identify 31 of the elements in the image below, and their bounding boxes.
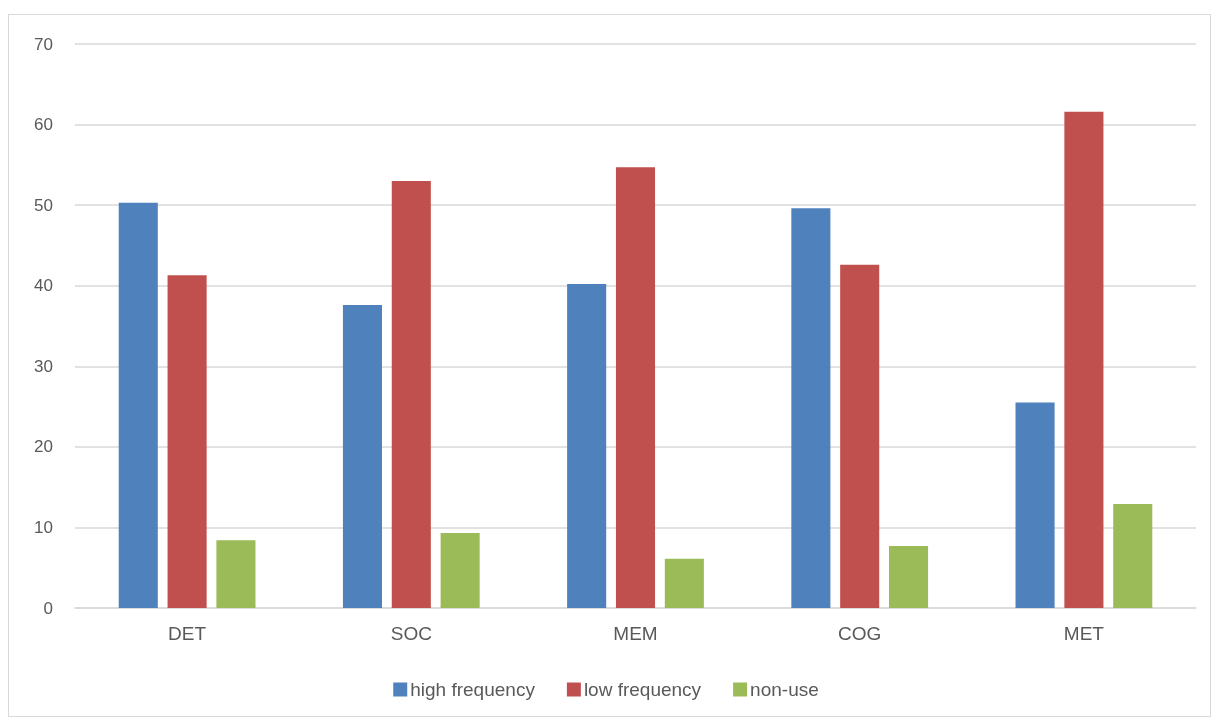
y-tick-label: 60 <box>34 115 53 135</box>
y-tick-label: 30 <box>34 356 53 376</box>
bar <box>615 167 656 608</box>
legend-label: high frequency <box>410 679 536 700</box>
bar <box>840 264 880 608</box>
x-tick-label: MET <box>1063 623 1105 644</box>
bar <box>216 540 256 608</box>
y-tick-label: 50 <box>34 195 53 215</box>
bar <box>167 275 207 608</box>
bar <box>1113 504 1153 608</box>
bar <box>664 558 704 608</box>
bar <box>567 284 607 608</box>
x-tick-label: MEM <box>613 623 658 644</box>
bar <box>1064 111 1104 608</box>
y-tick-label: 40 <box>34 276 53 296</box>
bar <box>391 180 431 608</box>
legend-label: non-use <box>750 679 819 700</box>
bar <box>889 545 929 608</box>
y-tick-label: 0 <box>43 598 53 618</box>
bar <box>118 202 158 608</box>
bar <box>1015 402 1055 608</box>
y-tick-label: 10 <box>34 517 53 537</box>
x-tick-label: SOC <box>390 623 432 644</box>
x-tick-label: DET <box>168 623 207 644</box>
y-tick-label: 70 <box>34 34 53 54</box>
bar <box>440 533 480 608</box>
bar <box>791 208 831 608</box>
bar <box>342 305 382 608</box>
x-tick-label: COG <box>838 623 882 644</box>
legend-label: low frequency <box>583 679 702 700</box>
y-tick-label: 20 <box>34 437 53 457</box>
